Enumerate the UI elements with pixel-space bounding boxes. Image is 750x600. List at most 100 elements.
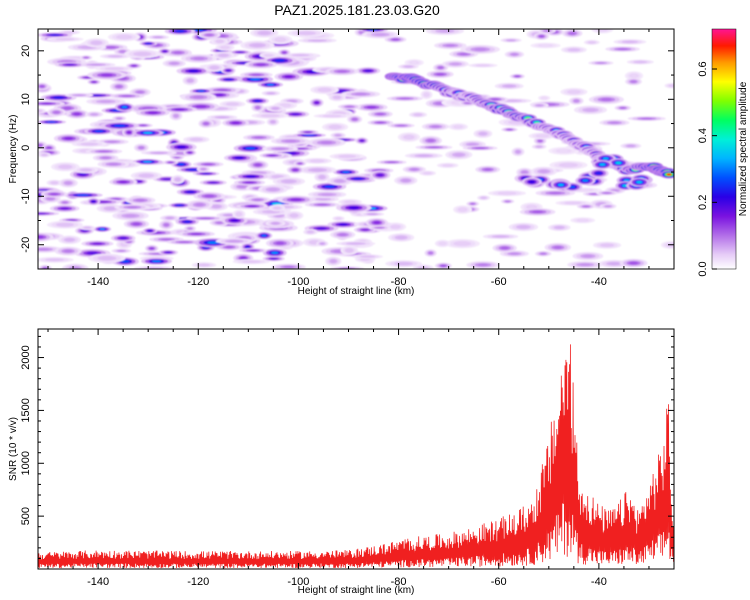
heatmap-noise-cell	[569, 90, 579, 94]
heatmap-noise-cell	[164, 223, 169, 227]
heatmap-noise-cell	[66, 238, 73, 242]
heatmap-noise-cell	[166, 217, 173, 219]
heatmap-noise-cell	[225, 246, 234, 249]
heatmap-noise-cell	[94, 130, 104, 133]
heatmap-noise-cell	[195, 105, 207, 108]
heatmap-noise-cell	[629, 261, 638, 265]
heatmap-noise-cell	[320, 88, 329, 92]
heatmap-noise-cell	[516, 150, 520, 154]
heatmap-noise-cell	[116, 85, 122, 88]
heatmap-noise-cell	[304, 131, 312, 133]
heatmap-noise-cell	[100, 73, 113, 77]
heatmap-noise-cell	[583, 205, 589, 208]
heatmap-noise-cell	[245, 147, 256, 150]
heatmap-branch-cell	[557, 183, 564, 187]
heatmap-noise-cell	[74, 94, 84, 96]
heatmap-noise-cell	[174, 114, 178, 118]
heatmap-noise-cell	[121, 260, 130, 263]
heatmap-noise-cell	[361, 228, 369, 231]
heatmap-noise-cell	[284, 139, 297, 143]
heatmap-noise-cell	[338, 233, 347, 236]
heatmap-noise-cell	[215, 93, 224, 97]
heatmap-noise-cell	[92, 41, 101, 45]
heatmap-noise-cell	[478, 263, 488, 266]
heatmap-noise-cell	[318, 198, 328, 201]
heatmap-noise-cell	[86, 251, 98, 255]
heatmap-noise-cell	[195, 203, 204, 207]
x-tick-label: -40	[591, 276, 607, 288]
heatmap-noise-cell	[240, 256, 247, 260]
heatmap-noise-cell	[117, 117, 122, 120]
heatmap-noise-cell	[405, 65, 412, 68]
heatmap-noise-cell	[288, 100, 296, 103]
heatmap-noise-cell	[346, 105, 353, 108]
heatmap-noise-cell	[161, 238, 172, 241]
heatmap-noise-cell	[570, 48, 578, 51]
heatmap-noise-cell	[216, 221, 223, 224]
heatmap-noise-cell	[504, 85, 514, 88]
heatmap-noise-cell	[99, 228, 105, 230]
heatmap-noise-cell	[392, 225, 399, 229]
heatmap-noise-cell	[300, 32, 313, 35]
heatmap-noise-cell	[540, 252, 546, 255]
heatmap-noise-cell	[238, 185, 246, 188]
heatmap-noise-cell	[295, 54, 306, 56]
heatmap-noise-cell	[126, 206, 138, 209]
heatmap-noise-cell	[397, 124, 406, 127]
heatmap-noise-cell	[211, 66, 218, 69]
heatmap-noise-cell	[63, 106, 72, 110]
heatmap-noise-cell	[222, 46, 228, 49]
heatmap-noise-cell	[76, 194, 89, 196]
y-tick-label: -20	[20, 237, 32, 253]
heatmap-noise-cell	[284, 180, 294, 183]
heatmap-noise-cell	[438, 66, 443, 69]
heatmap-noise-cell	[319, 175, 325, 179]
heatmap-noise-cell	[234, 156, 244, 160]
heatmap-noise-cell	[264, 114, 276, 117]
heatmap-noise-cell	[468, 143, 477, 146]
heatmap-noise-cell	[346, 201, 354, 203]
heatmap-noise-cell	[354, 93, 367, 96]
heatmap-noise-cell	[268, 154, 277, 157]
x-tick-label: -100	[287, 276, 309, 288]
heatmap-noise-cell	[121, 105, 128, 109]
heatmap-noise-cell	[291, 214, 297, 217]
heatmap-noise-cell	[583, 254, 593, 258]
heatmap-noise-cell	[173, 51, 183, 54]
heatmap-noise-cell	[50, 193, 59, 196]
heatmap-noise-cell	[39, 85, 45, 88]
heatmap-noise-cell	[275, 241, 285, 245]
heatmap-noise-cell	[174, 108, 185, 111]
heatmap-noise-cell	[538, 134, 547, 137]
heatmap-noise-cell	[317, 203, 328, 206]
heatmap-noise-cell	[203, 122, 209, 125]
heatmap-noise-cell	[48, 258, 61, 261]
heatmap-noise-cell	[336, 217, 341, 220]
heatmap-noise-cell	[187, 79, 193, 82]
x-tick-label: -60	[491, 276, 507, 288]
heatmap-noise-cell	[81, 46, 93, 49]
heatmap-noise-cell	[612, 189, 619, 192]
heatmap-noise-cell	[603, 192, 610, 194]
heatmap-noise-cell	[590, 193, 598, 195]
heatmap-noise-cell	[106, 207, 115, 210]
bottom-y-ticks: 500 1000 1500 2000	[20, 335, 674, 570]
heatmap-noise-cell	[418, 154, 430, 157]
y-tick-label: -10	[20, 188, 32, 204]
top-y-ticks: -20 -10 0 10 20	[20, 45, 674, 270]
heatmap-noise-cell	[247, 205, 257, 207]
heatmap-noise-cell	[501, 192, 513, 195]
heatmap-noise-cell	[360, 139, 364, 142]
heatmap-noise-cell	[136, 180, 142, 183]
heatmap-noise-cell	[118, 250, 125, 252]
heatmap-noise-cell	[136, 52, 148, 56]
heatmap-noise-cell	[459, 53, 469, 56]
heatmap-noise-cell	[532, 210, 543, 213]
heatmap-noise-cell	[91, 113, 97, 116]
heatmap-noise-cell	[392, 38, 399, 41]
heatmap-noise-cell	[147, 229, 153, 232]
heatmap-noise-cell	[376, 121, 385, 124]
heatmap-noise-cell	[670, 84, 674, 87]
heatmap-noise-cell	[324, 185, 335, 188]
heatmap-noise-cell	[283, 266, 294, 268]
